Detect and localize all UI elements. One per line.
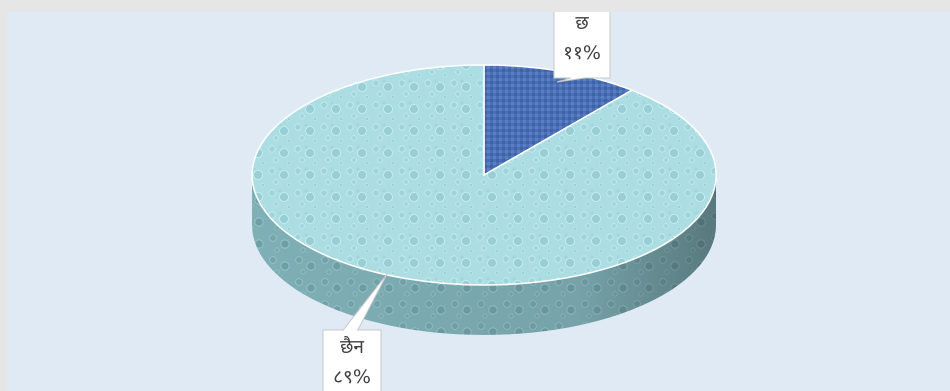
slice-top-1 [251,64,717,286]
slice-name-0: छ [575,12,589,34]
data-label-1: छैन ८९% [322,273,388,391]
slice-side-shade [252,175,716,335]
chart-area: छ ११% छैन ८९% [7,12,950,391]
data-label-0: छ ११% [553,12,611,83]
slice-value-label-1: ८९% [333,366,371,388]
slice-name-1: छैन [340,335,364,358]
slice-value-label-0: ११% [563,42,601,64]
pie-chart: छ ११% छैन ८९% [251,12,717,391]
